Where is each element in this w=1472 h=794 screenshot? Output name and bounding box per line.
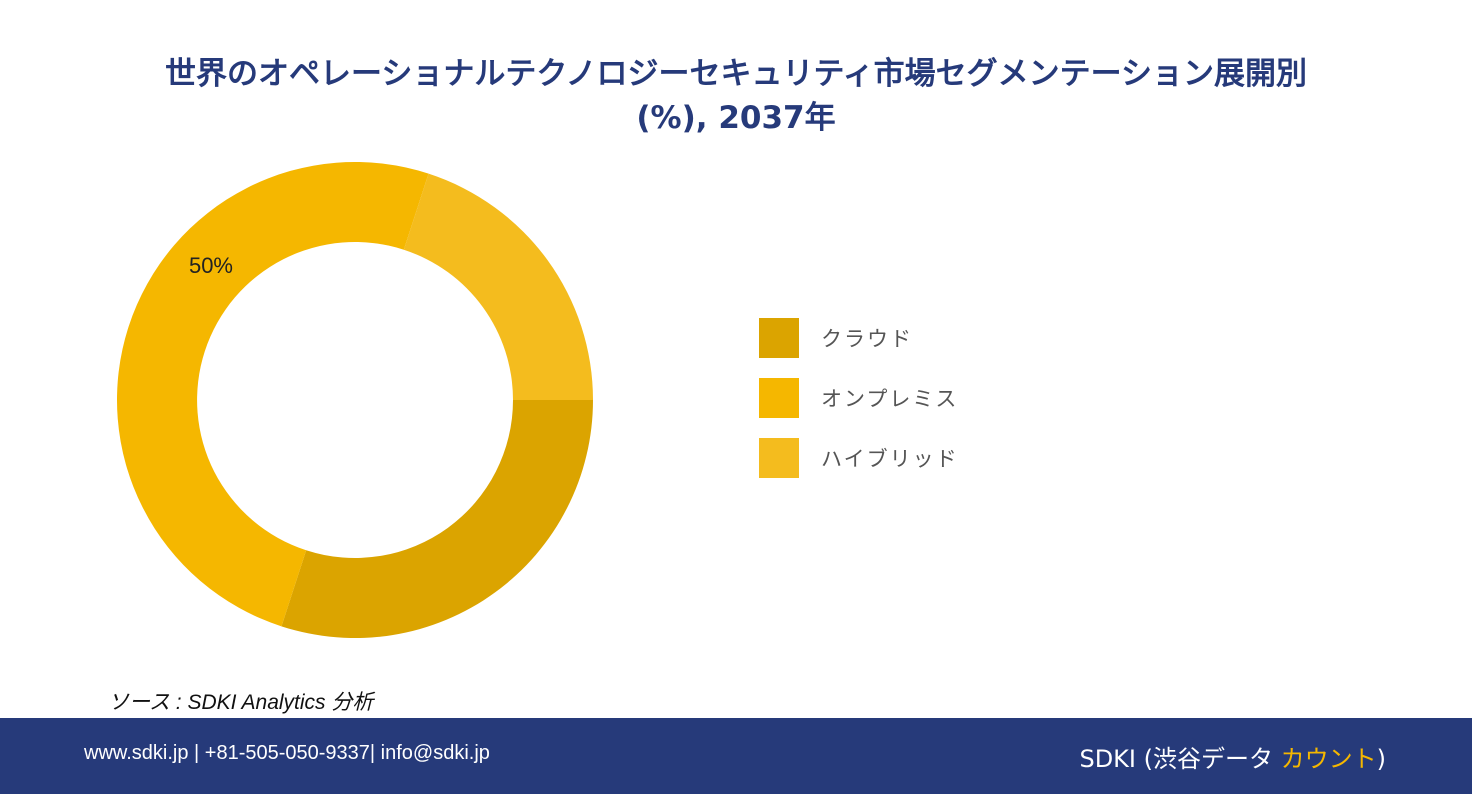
- legend-item-on-premise: オンプレミス: [759, 378, 959, 418]
- footer-bar: www.sdki.jp | +81-505-050-9337| info@sdk…: [0, 718, 1472, 794]
- footer-brand: SDKI (渋谷データ カウント): [1079, 739, 1386, 774]
- chart-title: 世界のオペレーショナルテクノロジーセキュリティ市場セグメンテーション展開別 (%…: [0, 52, 1472, 140]
- legend-swatch-on-premise: [759, 378, 799, 418]
- legend-swatch-hybrid: [759, 438, 799, 478]
- chart-title-line-2: (%), 2037年: [636, 100, 836, 136]
- chart-legend: クラウド オンプレミス ハイブリッド: [759, 318, 959, 498]
- legend-label-cloud: クラウド: [821, 327, 913, 351]
- legend-item-cloud: クラウド: [759, 318, 959, 358]
- donut-slice-on-premise: [116, 162, 429, 627]
- chart-title-line-1: 世界のオペレーショナルテクノロジーセキュリティ市場セグメンテーション展開別: [164, 56, 1308, 92]
- data-label-on-premise: 50%: [189, 253, 233, 278]
- donut-slice-cloud: [281, 400, 593, 638]
- legend-label-hybrid: ハイブリッド: [821, 447, 959, 471]
- source-note: ソース : SDKI Analytics 分析: [108, 691, 374, 714]
- brand-accent: カウント: [1280, 745, 1377, 773]
- legend-swatch-cloud: [759, 318, 799, 358]
- brand-suffix: ): [1376, 745, 1386, 773]
- legend-item-hybrid: ハイブリッド: [759, 438, 959, 478]
- donut-slice-hybrid: [403, 173, 593, 400]
- legend-label-on-premise: オンプレミス: [821, 387, 959, 411]
- footer-contact: www.sdki.jp | +81-505-050-9337| info@sdk…: [84, 742, 490, 764]
- brand-prefix: SDKI (渋谷データ: [1079, 745, 1281, 773]
